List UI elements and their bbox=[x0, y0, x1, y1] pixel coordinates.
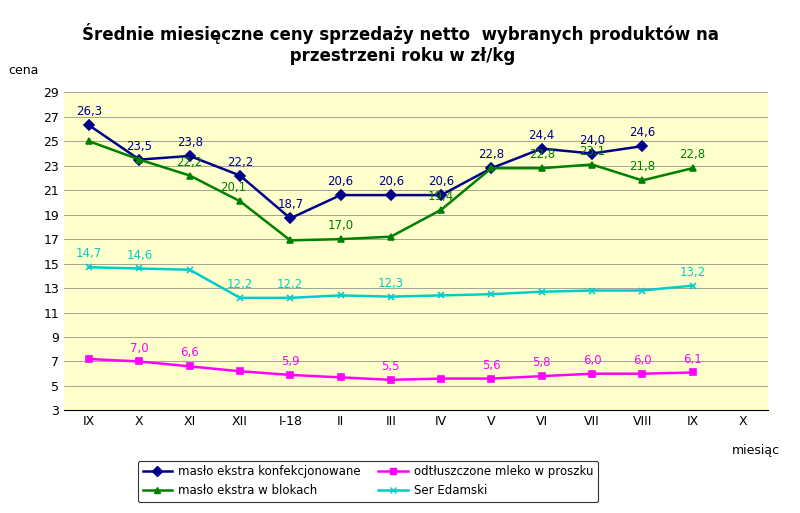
Text: 20,6: 20,6 bbox=[327, 175, 354, 188]
Text: 5,9: 5,9 bbox=[281, 355, 299, 368]
Legend: masło ekstra konfekcjonowane, masło ekstra w blokach, odtłuszczone mleko w prosz: masło ekstra konfekcjonowane, masło ekst… bbox=[138, 461, 598, 502]
Text: 17,0: 17,0 bbox=[327, 219, 354, 232]
Text: 19,4: 19,4 bbox=[428, 190, 454, 203]
Text: 24,0: 24,0 bbox=[579, 133, 605, 147]
Text: 6,0: 6,0 bbox=[582, 354, 602, 367]
Text: 13,2: 13,2 bbox=[679, 266, 706, 279]
Text: 22,8: 22,8 bbox=[529, 148, 554, 161]
Text: 12,2: 12,2 bbox=[277, 278, 303, 291]
Text: 6,1: 6,1 bbox=[683, 352, 702, 366]
Text: 24,6: 24,6 bbox=[629, 126, 655, 139]
Text: 22,2: 22,2 bbox=[177, 155, 203, 169]
Text: 24,4: 24,4 bbox=[529, 129, 555, 142]
Text: cena: cena bbox=[8, 64, 38, 77]
Text: Średnie miesięczne ceny sprzedaży netto  wybranych produktów na
 przestrzeni rok: Średnie miesięczne ceny sprzedaży netto … bbox=[82, 23, 718, 65]
Text: 5,6: 5,6 bbox=[482, 359, 501, 371]
Text: 21,8: 21,8 bbox=[630, 161, 655, 173]
Text: 22,8: 22,8 bbox=[679, 148, 706, 161]
Text: 22,8: 22,8 bbox=[478, 148, 505, 161]
Text: 23,8: 23,8 bbox=[177, 136, 202, 149]
Text: 18,7: 18,7 bbox=[278, 199, 303, 211]
Text: 12,2: 12,2 bbox=[227, 278, 253, 291]
Text: 7,0: 7,0 bbox=[130, 342, 149, 354]
Text: 22,2: 22,2 bbox=[227, 155, 253, 169]
Text: 20,6: 20,6 bbox=[428, 175, 454, 188]
Text: 12,3: 12,3 bbox=[378, 277, 404, 290]
Text: 23,5: 23,5 bbox=[126, 140, 153, 153]
Text: 20,6: 20,6 bbox=[378, 175, 404, 188]
Text: 6,0: 6,0 bbox=[633, 354, 651, 367]
Text: 20,1: 20,1 bbox=[220, 181, 246, 194]
Text: 6,6: 6,6 bbox=[180, 346, 199, 360]
Text: 23,1: 23,1 bbox=[579, 145, 605, 157]
Text: 26,3: 26,3 bbox=[76, 106, 102, 119]
Text: 14,6: 14,6 bbox=[126, 249, 153, 262]
Text: 5,5: 5,5 bbox=[382, 360, 400, 373]
Text: miesiąc: miesiąc bbox=[732, 444, 780, 457]
Text: 14,7: 14,7 bbox=[76, 247, 102, 260]
Text: 5,8: 5,8 bbox=[533, 356, 551, 369]
